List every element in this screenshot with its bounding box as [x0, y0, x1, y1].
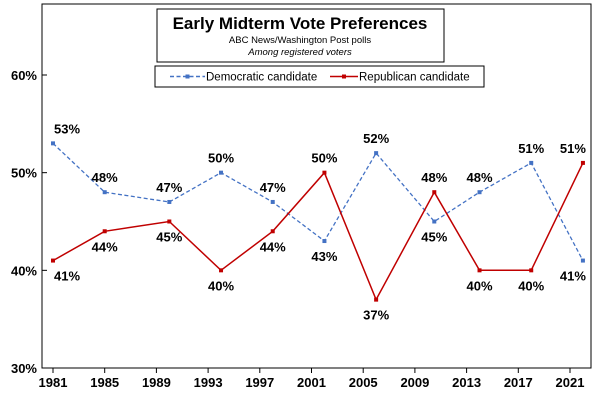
republican-point	[51, 258, 55, 263]
chart-title: Early Midterm Vote Preferences	[173, 14, 428, 33]
democratic-data-label: 41%	[560, 269, 586, 284]
democratic-point	[167, 199, 172, 204]
legend: Democratic candidate Republican candidat…	[154, 65, 485, 88]
republican-point	[432, 190, 437, 195]
democratic-point	[374, 151, 379, 156]
republican-point	[219, 268, 224, 273]
democratic-point	[477, 190, 482, 195]
title-frame	[156, 8, 445, 63]
republican-data-label: 37%	[363, 308, 389, 323]
y-axis: 30% 40% 50% 60%	[11, 68, 47, 376]
republican-data-label: 50%	[311, 151, 337, 166]
x-tick-label: 1985	[90, 375, 119, 390]
x-tick-label: 1993	[194, 375, 223, 390]
democratic-data-label: 47%	[156, 180, 182, 195]
x-tick-label: 2005	[349, 375, 378, 390]
republican-point	[580, 160, 585, 165]
republican-data-label: 48%	[421, 170, 447, 185]
x-tick-label: 2021	[556, 375, 585, 390]
legend-label-republican: Republican candidate	[359, 72, 470, 84]
democratic-point	[432, 219, 437, 224]
chart-subtitle: ABC News/Washington Post polls	[229, 35, 371, 46]
republican-point	[167, 219, 172, 224]
republican-data-label: 45%	[156, 230, 182, 245]
republican-point	[270, 229, 275, 234]
democratic-data-label: 45%	[421, 230, 447, 245]
democratic-point	[219, 170, 224, 175]
x-tick-label: 1997	[245, 375, 274, 390]
democratic-data-label: 43%	[311, 249, 337, 264]
democratic-data-label: 47%	[260, 180, 286, 195]
y-tick-label: 50%	[11, 166, 37, 181]
democratic-data-label: 53%	[54, 121, 80, 136]
democratic-data-label: 52%	[363, 131, 389, 146]
x-tick-label: 2009	[400, 375, 429, 390]
legend-marker-democratic	[185, 74, 190, 79]
democratic-point	[580, 258, 585, 263]
republican-series-line	[52, 162, 584, 302]
republican-data-label: 40%	[208, 278, 234, 293]
legend-frame	[154, 65, 485, 88]
republican-data-label: 40%	[467, 278, 493, 293]
republican-data-label: 51%	[560, 141, 586, 156]
y-tick-label: 60%	[11, 68, 37, 83]
democratic-data-label: 50%	[208, 151, 234, 166]
republican-point	[477, 268, 482, 273]
x-axis: 1981 1985 1989 1993 1997 2001 2005 2009 2013 2017…	[39, 368, 585, 390]
y-tick-label: 40%	[11, 263, 37, 278]
democratic-point	[270, 199, 275, 204]
republican-point	[322, 170, 327, 175]
democratic-point	[529, 160, 534, 165]
x-tick-label: 1989	[142, 375, 171, 390]
democratic-point	[51, 141, 55, 146]
x-tick-label: 1981	[39, 375, 68, 390]
title-box: Early Midterm Vote Preferences ABC News/…	[156, 8, 445, 63]
plot-frame	[41, 3, 592, 369]
data-labels: 53% 48% 47% 50% 47% 43% 52% 45% 48% 51% 41% 41% 44% 4…	[54, 121, 586, 322]
democratic-point	[322, 239, 327, 244]
republican-data-label: 44%	[260, 239, 286, 254]
republican-data-label: 40%	[518, 278, 544, 293]
legend-label-democratic: Democratic candidate	[206, 72, 317, 84]
x-tick-label: 2017	[504, 375, 533, 390]
legend-marker-republican	[342, 74, 346, 79]
y-tick-label: 30%	[11, 361, 37, 376]
republican-point	[529, 268, 534, 273]
republican-point	[374, 297, 379, 302]
series-layer	[51, 141, 585, 302]
democratic-data-label: 48%	[467, 170, 493, 185]
republican-data-label: 41%	[54, 269, 80, 284]
x-tick-label: 2001	[297, 375, 326, 390]
democratic-data-label: 48%	[92, 170, 118, 185]
republican-point	[102, 229, 107, 234]
republican-data-label: 44%	[92, 239, 118, 254]
democratic-point	[102, 190, 107, 195]
x-tick-label: 2013	[452, 375, 481, 390]
democratic-data-label: 51%	[518, 141, 544, 156]
chart-note: Among registered voters	[247, 47, 352, 58]
